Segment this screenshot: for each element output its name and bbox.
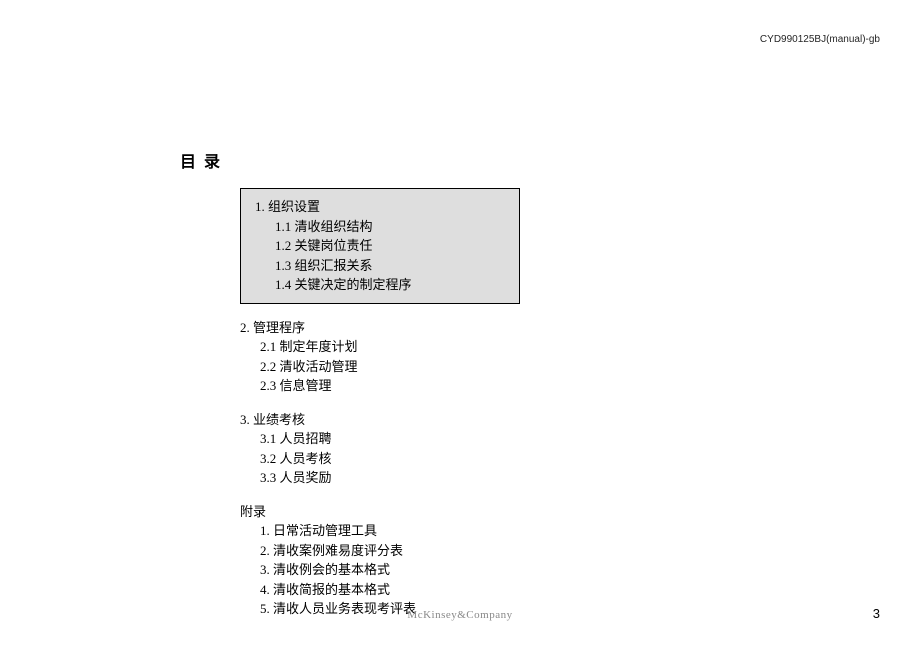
toc-section: 2. 管理程序2.1 制定年度计划2.2 清收活动管理2.3 信息管理 bbox=[240, 318, 660, 396]
toc-section: 3. 业绩考核3.1 人员招聘3.2 人员考核3.3 人员奖励 bbox=[240, 410, 660, 488]
header-code: CYD990125BJ(manual)-gb bbox=[760, 34, 880, 45]
toc-subsection: 3.2 人员考核 bbox=[240, 449, 660, 469]
toc-subsection: 3.3 人员奖励 bbox=[240, 468, 660, 488]
toc-subsection: 3.1 人员招聘 bbox=[240, 429, 660, 449]
toc-content: 1. 组织设置1.1 清收组织结构1.2 关键岗位责任1.3 组织汇报关系1.4… bbox=[240, 188, 660, 633]
toc-subsection: 1.1 清收组织结构 bbox=[255, 217, 505, 237]
toc-section-title: 2. 管理程序 bbox=[240, 318, 660, 338]
toc-subsection: 4. 清收简报的基本格式 bbox=[240, 580, 660, 600]
toc-subsection: 2.2 清收活动管理 bbox=[240, 357, 660, 377]
toc-section-title: 附录 bbox=[240, 502, 660, 522]
toc-subsection: 2.3 信息管理 bbox=[240, 376, 660, 396]
toc-subsection: 2.1 制定年度计划 bbox=[240, 337, 660, 357]
toc-section: 附录1. 日常活动管理工具2. 清收案例难易度评分表3. 清收例会的基本格式4.… bbox=[240, 502, 660, 619]
toc-section-title: 3. 业绩考核 bbox=[240, 410, 660, 430]
toc-section-title: 1. 组织设置 bbox=[255, 197, 505, 217]
page-number: 3 bbox=[873, 606, 880, 621]
footer-logo: McKinsey&Company bbox=[407, 609, 512, 621]
toc-subsection: 1. 日常活动管理工具 bbox=[240, 521, 660, 541]
toc-subsection: 3. 清收例会的基本格式 bbox=[240, 560, 660, 580]
page-title: 目 录 bbox=[180, 148, 222, 172]
toc-section: 1. 组织设置1.1 清收组织结构1.2 关键岗位责任1.3 组织汇报关系1.4… bbox=[240, 188, 520, 304]
toc-subsection: 2. 清收案例难易度评分表 bbox=[240, 541, 660, 561]
toc-subsection: 1.4 关键决定的制定程序 bbox=[255, 275, 505, 295]
toc-subsection: 1.2 关键岗位责任 bbox=[255, 236, 505, 256]
toc-subsection: 1.3 组织汇报关系 bbox=[255, 256, 505, 276]
